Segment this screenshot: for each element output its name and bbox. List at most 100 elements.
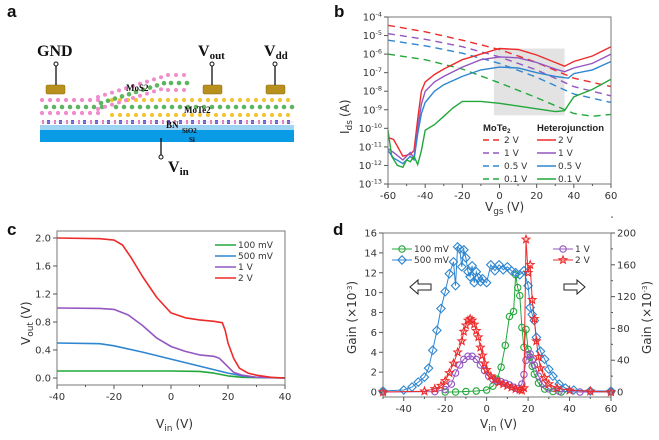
te-atom — [245, 112, 251, 118]
data-point — [468, 318, 480, 330]
data-point — [447, 380, 456, 388]
data-point — [528, 356, 536, 364]
s-atom — [103, 92, 107, 97]
x-axis-label: Vin (V) — [156, 417, 193, 434]
plot-frame — [382, 232, 612, 398]
data-point — [466, 314, 478, 325]
s-atom — [159, 75, 163, 80]
data-point — [498, 264, 509, 275]
y-tick-label: 10-9 — [363, 103, 382, 116]
y-left-tick-label: 0 — [371, 388, 377, 399]
legend-label: 0.1 V — [558, 175, 582, 185]
s-atom — [124, 86, 128, 91]
mote2-label: MoTe2 — [184, 105, 211, 115]
x-tick-label: 60 — [605, 191, 618, 202]
x-tick-label: 0 — [496, 191, 502, 202]
vin-label: Vin — [168, 159, 189, 178]
mote2-layer — [39, 97, 295, 118]
data-point — [444, 268, 455, 279]
x-tick-label: 0 — [483, 404, 489, 415]
te-atom — [141, 112, 147, 118]
te-atom — [165, 112, 171, 118]
data-point — [460, 252, 471, 263]
y-right-tick-label: 40 — [617, 356, 630, 367]
series-group — [56, 237, 286, 379]
data-point — [464, 352, 472, 360]
te-atom — [221, 112, 227, 118]
s-atom — [131, 84, 135, 88]
mo-atom — [59, 104, 65, 110]
s-atom — [152, 77, 156, 82]
y-left-tick-label: 6 — [371, 328, 377, 339]
te-atom — [141, 97, 147, 103]
data-point — [497, 378, 509, 389]
data-point — [485, 259, 496, 270]
axis-ticks: -40 -20 0 20 40 0.0 0.4 0.8 1.2 1.6 2.0 — [35, 234, 291, 404]
s-atom — [79, 97, 85, 103]
s-atom — [55, 110, 61, 116]
y-tick-label: 10-5 — [363, 29, 382, 42]
legend-label: 1 V — [238, 263, 254, 273]
te-atom — [285, 112, 291, 118]
data-point — [480, 366, 489, 375]
te-atom — [237, 112, 243, 118]
y-right-tick-label: 80 — [617, 324, 630, 335]
s-atom — [182, 88, 186, 92]
data-point — [506, 381, 517, 392]
legend-label: 2 V — [558, 136, 574, 146]
te-atom — [125, 112, 131, 118]
s-atom — [96, 107, 100, 111]
vout-terminal — [209, 61, 215, 67]
te-atom — [269, 112, 275, 118]
sio2-label: SiO2 — [182, 127, 197, 135]
data-point — [482, 386, 491, 394]
data-point — [475, 276, 486, 287]
series-line-heterojunction-1-v — [387, 53, 612, 161]
mo-atom — [105, 98, 111, 104]
mo-atom — [140, 87, 146, 93]
mo-atom — [161, 80, 167, 86]
data-point — [529, 313, 540, 324]
s-atom — [47, 97, 53, 103]
mo-atom — [43, 104, 49, 110]
mo-atom — [113, 104, 119, 110]
y-left-tick-label: 8 — [371, 308, 377, 319]
y-tick-label: 10-13 — [359, 178, 382, 191]
data-point — [427, 345, 438, 356]
data-point — [543, 378, 555, 389]
vdd-electrode — [265, 84, 286, 95]
data-point — [516, 384, 528, 396]
data-point — [462, 387, 470, 396]
y-tick-label: 10-7 — [363, 66, 382, 79]
s-atom — [174, 73, 178, 77]
s-atom — [145, 79, 149, 84]
data-point — [435, 380, 447, 391]
s-atom — [103, 104, 107, 109]
x-axis-label: Vgs (V) — [485, 200, 524, 217]
mo-atom — [154, 83, 160, 88]
x-tick-label: -40 — [49, 392, 65, 403]
data-point — [518, 382, 530, 393]
data-point — [436, 303, 447, 314]
data-point — [419, 372, 430, 383]
data-point — [493, 376, 505, 387]
legend: MoTe2 Heterojunction 2 V1 V0.5 V0.1 V2 V… — [483, 123, 604, 185]
s-atom — [124, 98, 128, 103]
mos2-label: MoS2 — [126, 83, 149, 93]
data-point — [531, 335, 542, 346]
sio2-layer — [40, 125, 294, 130]
data-point — [509, 307, 518, 316]
data-point — [471, 325, 482, 336]
te-atom — [157, 112, 163, 118]
s-atom — [117, 88, 121, 93]
x-tick-label: 20 — [522, 404, 535, 415]
mos2-layer — [96, 73, 190, 111]
mo-atom — [201, 104, 207, 110]
vin-terminal — [158, 154, 164, 160]
legend-label: 100 mV — [414, 245, 450, 255]
data-point — [551, 382, 563, 393]
mo-atom — [273, 104, 279, 110]
s-atom — [55, 97, 61, 103]
